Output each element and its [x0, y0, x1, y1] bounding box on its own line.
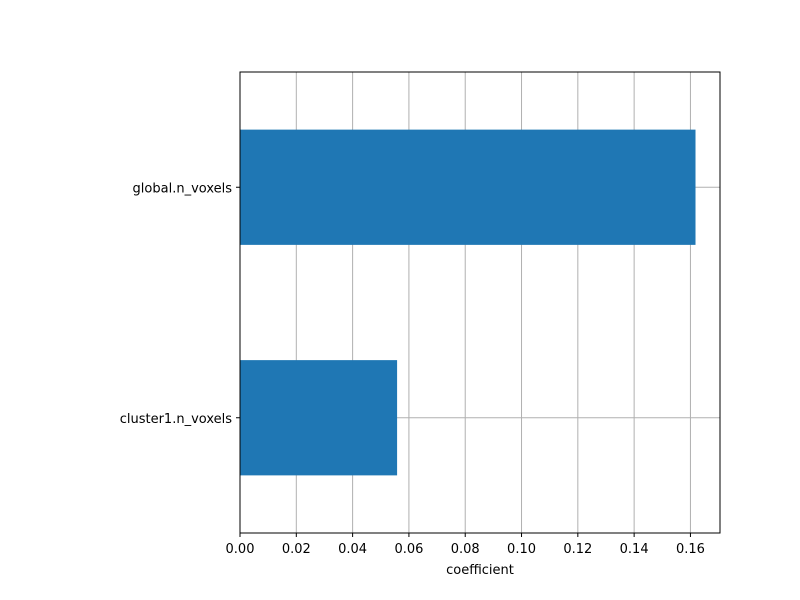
plot-frame [239, 71, 721, 534]
bar [240, 129, 696, 245]
x-tick-label: 0.02 [282, 542, 311, 557]
x-tick-label: 0.14 [620, 542, 649, 557]
x-tick-label: 0.00 [226, 542, 255, 557]
x-tick-label: 0.16 [676, 542, 705, 557]
x-tick-label: 0.06 [394, 542, 423, 557]
x-tick-label: 0.10 [507, 542, 536, 557]
x-tick-label: 0.04 [338, 542, 367, 557]
x-tick-label: 0.08 [451, 542, 480, 557]
y-tick-label: cluster1.n_voxels [120, 412, 233, 427]
y-axis: cluster1.n_voxels global.n_voxels [120, 181, 240, 427]
x-tick-label: 0.12 [563, 542, 592, 557]
x-axis: 0.00 0.02 0.04 0.06 0.08 0.10 0.12 0.14 0.16 [226, 533, 705, 557]
x-axis-title: coefficient [446, 563, 514, 578]
y-tick-label: global.n_voxels [133, 181, 233, 196]
bar [240, 360, 398, 476]
bars [240, 129, 696, 476]
